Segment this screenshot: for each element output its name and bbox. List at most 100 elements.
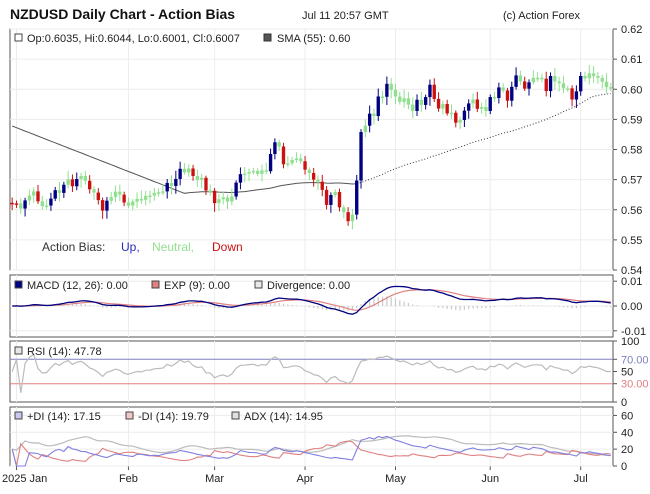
price-bar xyxy=(346,212,350,222)
price-bar xyxy=(579,75,583,92)
plus-di-swatch xyxy=(14,411,23,420)
y-tick-label-price: 0.62 xyxy=(621,24,642,36)
price-bar xyxy=(32,191,36,196)
price-bar xyxy=(131,201,135,206)
legend-neutral: Neutral, xyxy=(152,240,194,254)
price-bar xyxy=(402,98,406,102)
legend-up: Up, xyxy=(121,240,140,254)
price-bar xyxy=(208,190,212,192)
adx-swatch xyxy=(231,411,240,420)
price-bar xyxy=(566,88,570,90)
price-bar xyxy=(105,200,109,211)
divergence-label: Divergence: 0.00 xyxy=(267,280,350,292)
price-bar xyxy=(83,176,88,181)
price-bar xyxy=(471,99,475,104)
price-bar xyxy=(540,77,544,80)
price-bar xyxy=(436,98,441,109)
price-bar xyxy=(44,205,49,208)
price-bar xyxy=(445,104,449,114)
price-bar xyxy=(316,179,320,182)
price-bar xyxy=(531,77,535,83)
y-tick-label-price: 0.61 xyxy=(621,54,642,66)
price-bar xyxy=(307,169,312,173)
price-bar xyxy=(204,177,208,191)
price-bar xyxy=(178,168,182,180)
price-bar xyxy=(66,179,70,185)
price-bar xyxy=(143,195,148,200)
price-bar xyxy=(411,104,415,111)
price-bar xyxy=(79,176,83,180)
price-bar xyxy=(557,81,561,84)
legend-down: Down xyxy=(212,240,243,254)
y-tick-label-price: 0.57 xyxy=(621,175,642,187)
y-tick-label-dmi: 0 xyxy=(621,461,627,473)
price-bar xyxy=(523,81,527,89)
price-bar xyxy=(182,168,187,173)
y-tick-label-rsi: 70.00 xyxy=(621,354,649,366)
price-bar xyxy=(376,96,380,117)
price-bar xyxy=(385,83,389,97)
price-bar xyxy=(165,182,169,192)
price-bar xyxy=(596,75,600,78)
price-bar xyxy=(527,82,531,89)
chart-timestamp: Jul 11 20:57 GMT xyxy=(302,10,389,22)
price-bar xyxy=(488,97,492,111)
macd-swatch xyxy=(14,280,23,289)
price-bar xyxy=(238,174,243,183)
y-tick-label-price: 0.54 xyxy=(621,265,642,277)
x-tick-label: Feb xyxy=(119,473,138,485)
price-bar xyxy=(467,103,471,111)
y-tick-label-rsi: 30.00 xyxy=(621,379,649,391)
sma-line xyxy=(12,125,357,194)
price-bar xyxy=(195,176,200,180)
price-bar xyxy=(88,180,92,190)
y-tick-label-macd: -0.01 xyxy=(621,326,646,338)
price-bar xyxy=(169,182,174,186)
price-bar xyxy=(514,75,518,87)
price-bar xyxy=(251,170,256,173)
y-tick-label-price: 0.56 xyxy=(621,205,642,217)
price-bar xyxy=(126,202,131,206)
price-bar xyxy=(380,96,385,98)
price-bar xyxy=(187,168,191,173)
price-bar xyxy=(583,75,587,79)
price-bar xyxy=(497,87,501,98)
price-bar xyxy=(62,184,66,193)
price-bar xyxy=(234,182,238,197)
price-bar xyxy=(454,112,458,123)
price-bar xyxy=(217,199,221,204)
x-tick-label: Jul xyxy=(574,473,588,485)
price-bar xyxy=(415,99,419,111)
price-bar xyxy=(600,77,604,82)
price-bar xyxy=(553,75,557,82)
price-bar xyxy=(286,163,290,165)
price-bar xyxy=(96,192,100,201)
price-bar xyxy=(475,99,480,109)
y-tick-label-dmi: 20 xyxy=(621,444,633,456)
price-bar xyxy=(109,197,113,201)
price-bar xyxy=(419,99,424,105)
price-bar xyxy=(406,98,411,105)
price-bar xyxy=(118,191,122,195)
price-bar xyxy=(113,191,118,198)
rsi-swatch xyxy=(14,346,23,355)
price-bar xyxy=(393,89,398,97)
chart-title: NZDUSD Daily Chart - Action Bias xyxy=(10,6,235,22)
price-bar xyxy=(505,90,510,101)
price-bar xyxy=(156,192,161,194)
price-bar xyxy=(264,170,268,172)
y-tick-label-dmi: 60 xyxy=(621,410,633,422)
y-tick-label-price: 0.58 xyxy=(621,145,642,157)
price-bar xyxy=(294,158,299,161)
price-bar xyxy=(148,195,152,198)
minus-di-label: -DI (14): 19.79 xyxy=(138,411,209,423)
sma-swatch xyxy=(263,33,272,42)
price-bar xyxy=(10,202,14,205)
price-bar xyxy=(432,84,436,99)
y-tick-label-price: 0.60 xyxy=(621,84,642,96)
price-bar xyxy=(135,198,139,202)
price-bar xyxy=(299,158,303,162)
y-tick-label-price: 0.55 xyxy=(621,235,642,247)
